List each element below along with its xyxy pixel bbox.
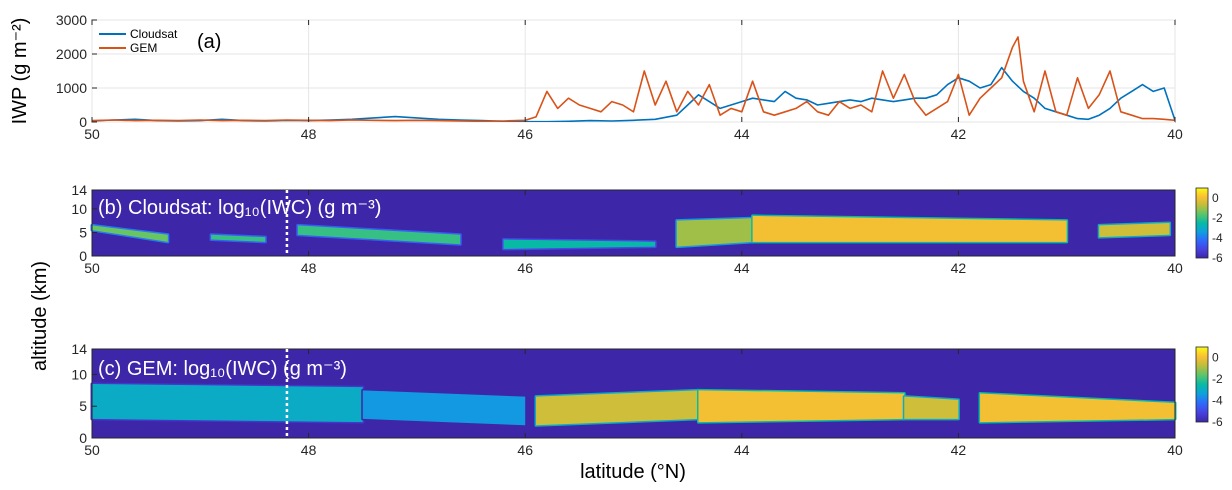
panel-b-cells xyxy=(90,214,1172,251)
xtick-label: 50 xyxy=(84,126,100,142)
panel-a-xticks: 50 48 46 44 42 40 xyxy=(84,20,1183,142)
ytick-label: 3000 xyxy=(56,12,87,28)
colorbar-tick-label: -4 xyxy=(1212,394,1223,408)
xtick-label: 46 xyxy=(517,260,533,276)
ytick-label: 5 xyxy=(79,398,87,414)
panel-c-yticks: 0 5 10 14 xyxy=(71,341,97,446)
iwc-region xyxy=(676,218,753,247)
ytick-label: 1000 xyxy=(56,80,87,96)
iwc-region xyxy=(980,393,1175,423)
xtick-label: 42 xyxy=(951,260,967,276)
xtick-label: 44 xyxy=(734,260,750,276)
xtick-label: 48 xyxy=(301,126,317,142)
xtick-label: 48 xyxy=(301,442,317,458)
ytick-label: 0 xyxy=(79,248,87,264)
iwc-region xyxy=(503,239,656,249)
ytick-label: 0 xyxy=(79,430,87,446)
panel-b: 50 48 46 44 42 40 0 5 10 14 (b) Cloudsat: log₁₀(… xyxy=(71,182,1223,276)
xtick-label: 44 xyxy=(734,442,750,458)
xtick-label: 48 xyxy=(301,260,317,276)
ytick-label: 0 xyxy=(79,114,87,130)
panel-b-colorbar: 0 -2 -4 -6 xyxy=(1195,187,1223,265)
colorbar-tick-label: 0 xyxy=(1212,191,1219,205)
ytick-label: 10 xyxy=(71,366,87,382)
ytick-label: 2000 xyxy=(56,46,87,62)
ytick-label: 14 xyxy=(71,182,87,198)
iwc-region xyxy=(211,234,266,242)
xtick-label: 46 xyxy=(517,442,533,458)
xtick-label: 46 xyxy=(517,126,533,142)
colorbar-tick-label: -6 xyxy=(1212,251,1223,265)
panel-a: 50 48 46 44 42 40 0 1000 2000 3000 IWP (g m⁻²) C… xyxy=(9,12,1183,142)
panel-a-ylabel: IWP (g m⁻²) xyxy=(9,18,31,125)
iwc-region xyxy=(752,215,1067,242)
xtick-label: 40 xyxy=(1167,126,1183,142)
panel-b-yticks: 0 5 10 14 xyxy=(71,182,97,264)
colorbar-tick-label: 0 xyxy=(1212,351,1219,365)
xtick-label: 40 xyxy=(1167,260,1183,276)
panel-a-yticks: 0 1000 2000 3000 xyxy=(56,12,97,130)
xtick-label: 50 xyxy=(84,260,100,276)
legend-cloudsat-label: Cloudsat xyxy=(130,27,178,41)
iwc-region xyxy=(92,383,363,423)
panel-a-series xyxy=(92,36,1175,122)
iwc-region xyxy=(92,225,168,242)
legend-gem-label: GEM xyxy=(130,41,157,55)
xtick-label: 40 xyxy=(1167,442,1183,458)
colorbar-tick-label: -2 xyxy=(1212,211,1223,225)
ytick-label: 5 xyxy=(79,224,87,240)
panel-c-xlabel: latitude (°N) xyxy=(580,461,686,483)
panel-a-grid xyxy=(91,19,1176,123)
panel-c: 50 48 46 44 42 40 0 5 10 14 (c) GEM: log₁₀(IWC) … xyxy=(71,341,1223,483)
panel-a-legend: Cloudsat GEM xyxy=(99,27,178,55)
shared-ylabel: altitude (km) xyxy=(29,261,51,371)
ytick-label: 14 xyxy=(71,341,87,357)
panel-c-colorbar: 0 -2 -4 -6 xyxy=(1195,346,1223,429)
series-line-gem xyxy=(92,36,1175,122)
xtick-label: 42 xyxy=(951,442,967,458)
ytick-label: 10 xyxy=(71,201,87,217)
panel-b-title: (b) Cloudsat: log₁₀(IWC) (g m⁻³) xyxy=(98,197,381,219)
panel-c-xticks: 50 48 46 44 42 40 xyxy=(84,349,1183,458)
iwc-region xyxy=(698,390,905,423)
panel-c-cells xyxy=(90,382,1177,427)
panel-b-xticks: 50 48 46 44 42 40 xyxy=(84,190,1183,276)
iwc-region xyxy=(362,390,526,426)
iwc-region xyxy=(536,390,699,426)
xtick-label: 44 xyxy=(734,126,750,142)
iwc-region xyxy=(297,225,461,245)
panel-b-axes-box xyxy=(91,189,1176,257)
xtick-label: 42 xyxy=(951,126,967,142)
series-line-cloudsat xyxy=(92,66,1175,122)
colorbar-tick-label: -6 xyxy=(1212,415,1223,429)
panel-a-label: (a) xyxy=(197,31,221,53)
colorbar-tick-label: -2 xyxy=(1212,372,1223,386)
colorbar-scale xyxy=(1195,187,1209,259)
colorbar-tick-label: -4 xyxy=(1212,231,1223,245)
panel-a-axes-box xyxy=(91,19,1176,123)
panel-c-axes-box xyxy=(91,348,1176,439)
panel-c-title: (c) GEM: log₁₀(IWC) (g m⁻³) xyxy=(98,358,347,380)
xtick-label: 50 xyxy=(84,442,100,458)
iwc-region xyxy=(1099,223,1170,238)
iwc-region xyxy=(904,396,959,419)
colorbar-scale xyxy=(1195,346,1209,423)
